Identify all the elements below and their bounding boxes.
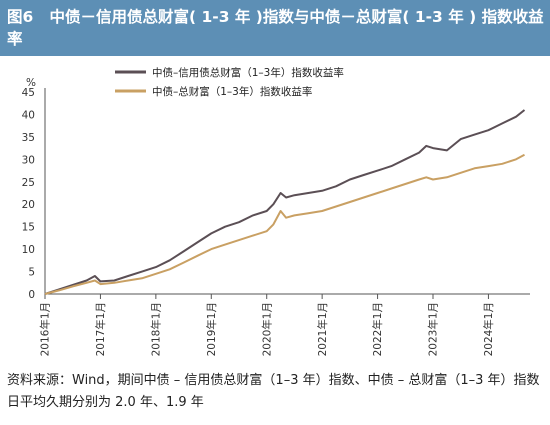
- figure-label: 图6: [7, 8, 34, 26]
- y-tick-label: 10: [22, 244, 35, 256]
- x-tick-label: 2017年1月: [94, 302, 107, 356]
- x-tick-label: 2019年1月: [205, 302, 218, 356]
- x-tick-label: 2020年1月: [260, 302, 273, 356]
- x-tick-label: 2018年1月: [150, 302, 163, 356]
- y-tick-label: 40: [22, 109, 35, 121]
- figure-title: 中债－信用债总财富( 1-3 年 )指数与中债－总财富( 1-3 年 ) 指数收…: [7, 8, 544, 48]
- x-tick-label: 2016年1月: [39, 302, 52, 356]
- y-tick-label: 45: [22, 87, 35, 99]
- x-tick-label: 2021年1月: [316, 302, 329, 356]
- legend-label-credit: 中债–信用债总财富（1–3年）指数收益率: [152, 66, 344, 79]
- y-tick-label: 15: [22, 222, 35, 234]
- y-tick-label: 25: [22, 177, 35, 189]
- figure-header: 图6 中债－信用债总财富( 1-3 年 )指数与中债－总财富( 1-3 年 ) …: [0, 0, 550, 56]
- x-tick-label: 2024年1月: [482, 302, 495, 356]
- y-tick-label: 35: [22, 132, 35, 144]
- y-axis-unit: %: [26, 77, 36, 89]
- legend-label-total: 中债–总财富（1–3年）指数收益率: [152, 85, 312, 98]
- series-line-total: [44, 153, 525, 295]
- y-tick-label: 0: [28, 289, 35, 301]
- x-tick-label: 2023年1月: [427, 302, 440, 356]
- series-line-credit: [44, 109, 526, 295]
- x-tick-label: 2022年1月: [371, 302, 384, 356]
- source-note: 资料来源：Wind，期间中债 – 信用债总财富（1–3 年）指数、中债 – 总财…: [7, 373, 540, 410]
- y-tick-label: 30: [22, 154, 35, 166]
- y-tick-label: 5: [28, 267, 35, 279]
- line-chart: % 0 5 10 15 20 25 30 35 40 45 2016年1月 2017年1月 2018年1月…: [22, 66, 530, 356]
- figure-title-block: 图6 中债－信用债总财富( 1-3 年 )指数与中债－总财富( 1-3 年 ) …: [7, 6, 547, 50]
- y-tick-label: 20: [22, 199, 35, 211]
